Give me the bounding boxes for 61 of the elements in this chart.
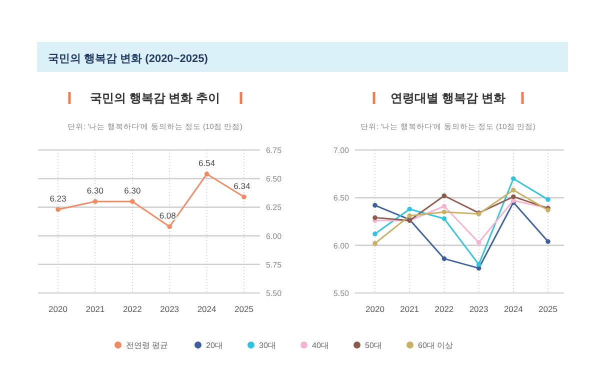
chart-title: 국민의 행복감 변화 추이 <box>90 91 220 105</box>
point <box>476 262 482 267</box>
data-label: 6.34 <box>234 180 251 191</box>
chart-title: 연령대별 행복감 변화 <box>390 91 506 105</box>
legend-label: 60대 이상 <box>418 341 454 350</box>
point <box>511 194 516 200</box>
point <box>242 194 246 200</box>
legend-label: 40대 <box>312 341 329 350</box>
data-label: 6.08 <box>159 210 176 221</box>
point <box>442 204 447 209</box>
point <box>204 172 210 176</box>
point <box>407 213 412 218</box>
data-label: 6.30 <box>124 185 141 196</box>
x-tick-label: 2024 <box>504 304 524 314</box>
x-tick-label: 2021 <box>400 304 420 314</box>
x-tick-label: 2020 <box>48 304 68 314</box>
x-tick-label: 2022 <box>122 304 142 314</box>
y-tick-label: 5.50 <box>266 289 282 298</box>
data-label: 6.23 <box>50 193 67 204</box>
data-label: 6.30 <box>86 185 104 196</box>
point <box>92 199 98 204</box>
x-tick-label: 2020 <box>366 304 385 314</box>
legend-label: 50대 <box>365 341 382 350</box>
point <box>56 207 60 212</box>
point <box>546 197 550 202</box>
legend-label: 20대 <box>206 341 223 350</box>
y-tick-label: 6.75 <box>266 146 282 155</box>
y-tick-label: 6.00 <box>266 232 282 241</box>
y-tick-label: 5.75 <box>266 260 282 270</box>
y-tick-label: 6.50 <box>333 194 350 203</box>
data-label: 6.54 <box>198 158 216 168</box>
x-tick-label: 2023 <box>469 304 489 314</box>
point <box>442 193 447 198</box>
point <box>167 224 172 230</box>
point <box>442 216 447 222</box>
x-tick-label: 2021 <box>86 304 105 314</box>
x-tick-label: 2025 <box>538 304 558 314</box>
x-tick-label: 2025 <box>234 304 254 314</box>
y-tick-label: 6.50 <box>266 174 282 184</box>
point <box>442 210 447 214</box>
y-tick-label: 6.25 <box>266 203 282 212</box>
point <box>372 241 378 246</box>
point <box>511 188 516 192</box>
point <box>442 256 447 262</box>
point <box>372 202 378 208</box>
x-tick-label: 2022 <box>434 304 454 314</box>
x-tick-label: 2024 <box>197 304 217 314</box>
point <box>407 206 412 212</box>
point <box>130 199 135 204</box>
point <box>546 239 550 244</box>
y-tick-label: 7.00 <box>333 146 350 155</box>
text: 국민의 행복감 변화 (2020~2025) <box>48 53 208 65</box>
x-tick-label: 2023 <box>160 304 180 314</box>
legend-label: 30대 <box>259 341 276 350</box>
point <box>476 240 482 245</box>
point <box>372 215 378 220</box>
legend-label: 전연령 평균 <box>126 341 168 350</box>
point <box>511 176 516 181</box>
y-tick-label: 6.00 <box>333 241 350 250</box>
y-tick-label: 5.50 <box>333 289 350 298</box>
point <box>372 231 378 236</box>
